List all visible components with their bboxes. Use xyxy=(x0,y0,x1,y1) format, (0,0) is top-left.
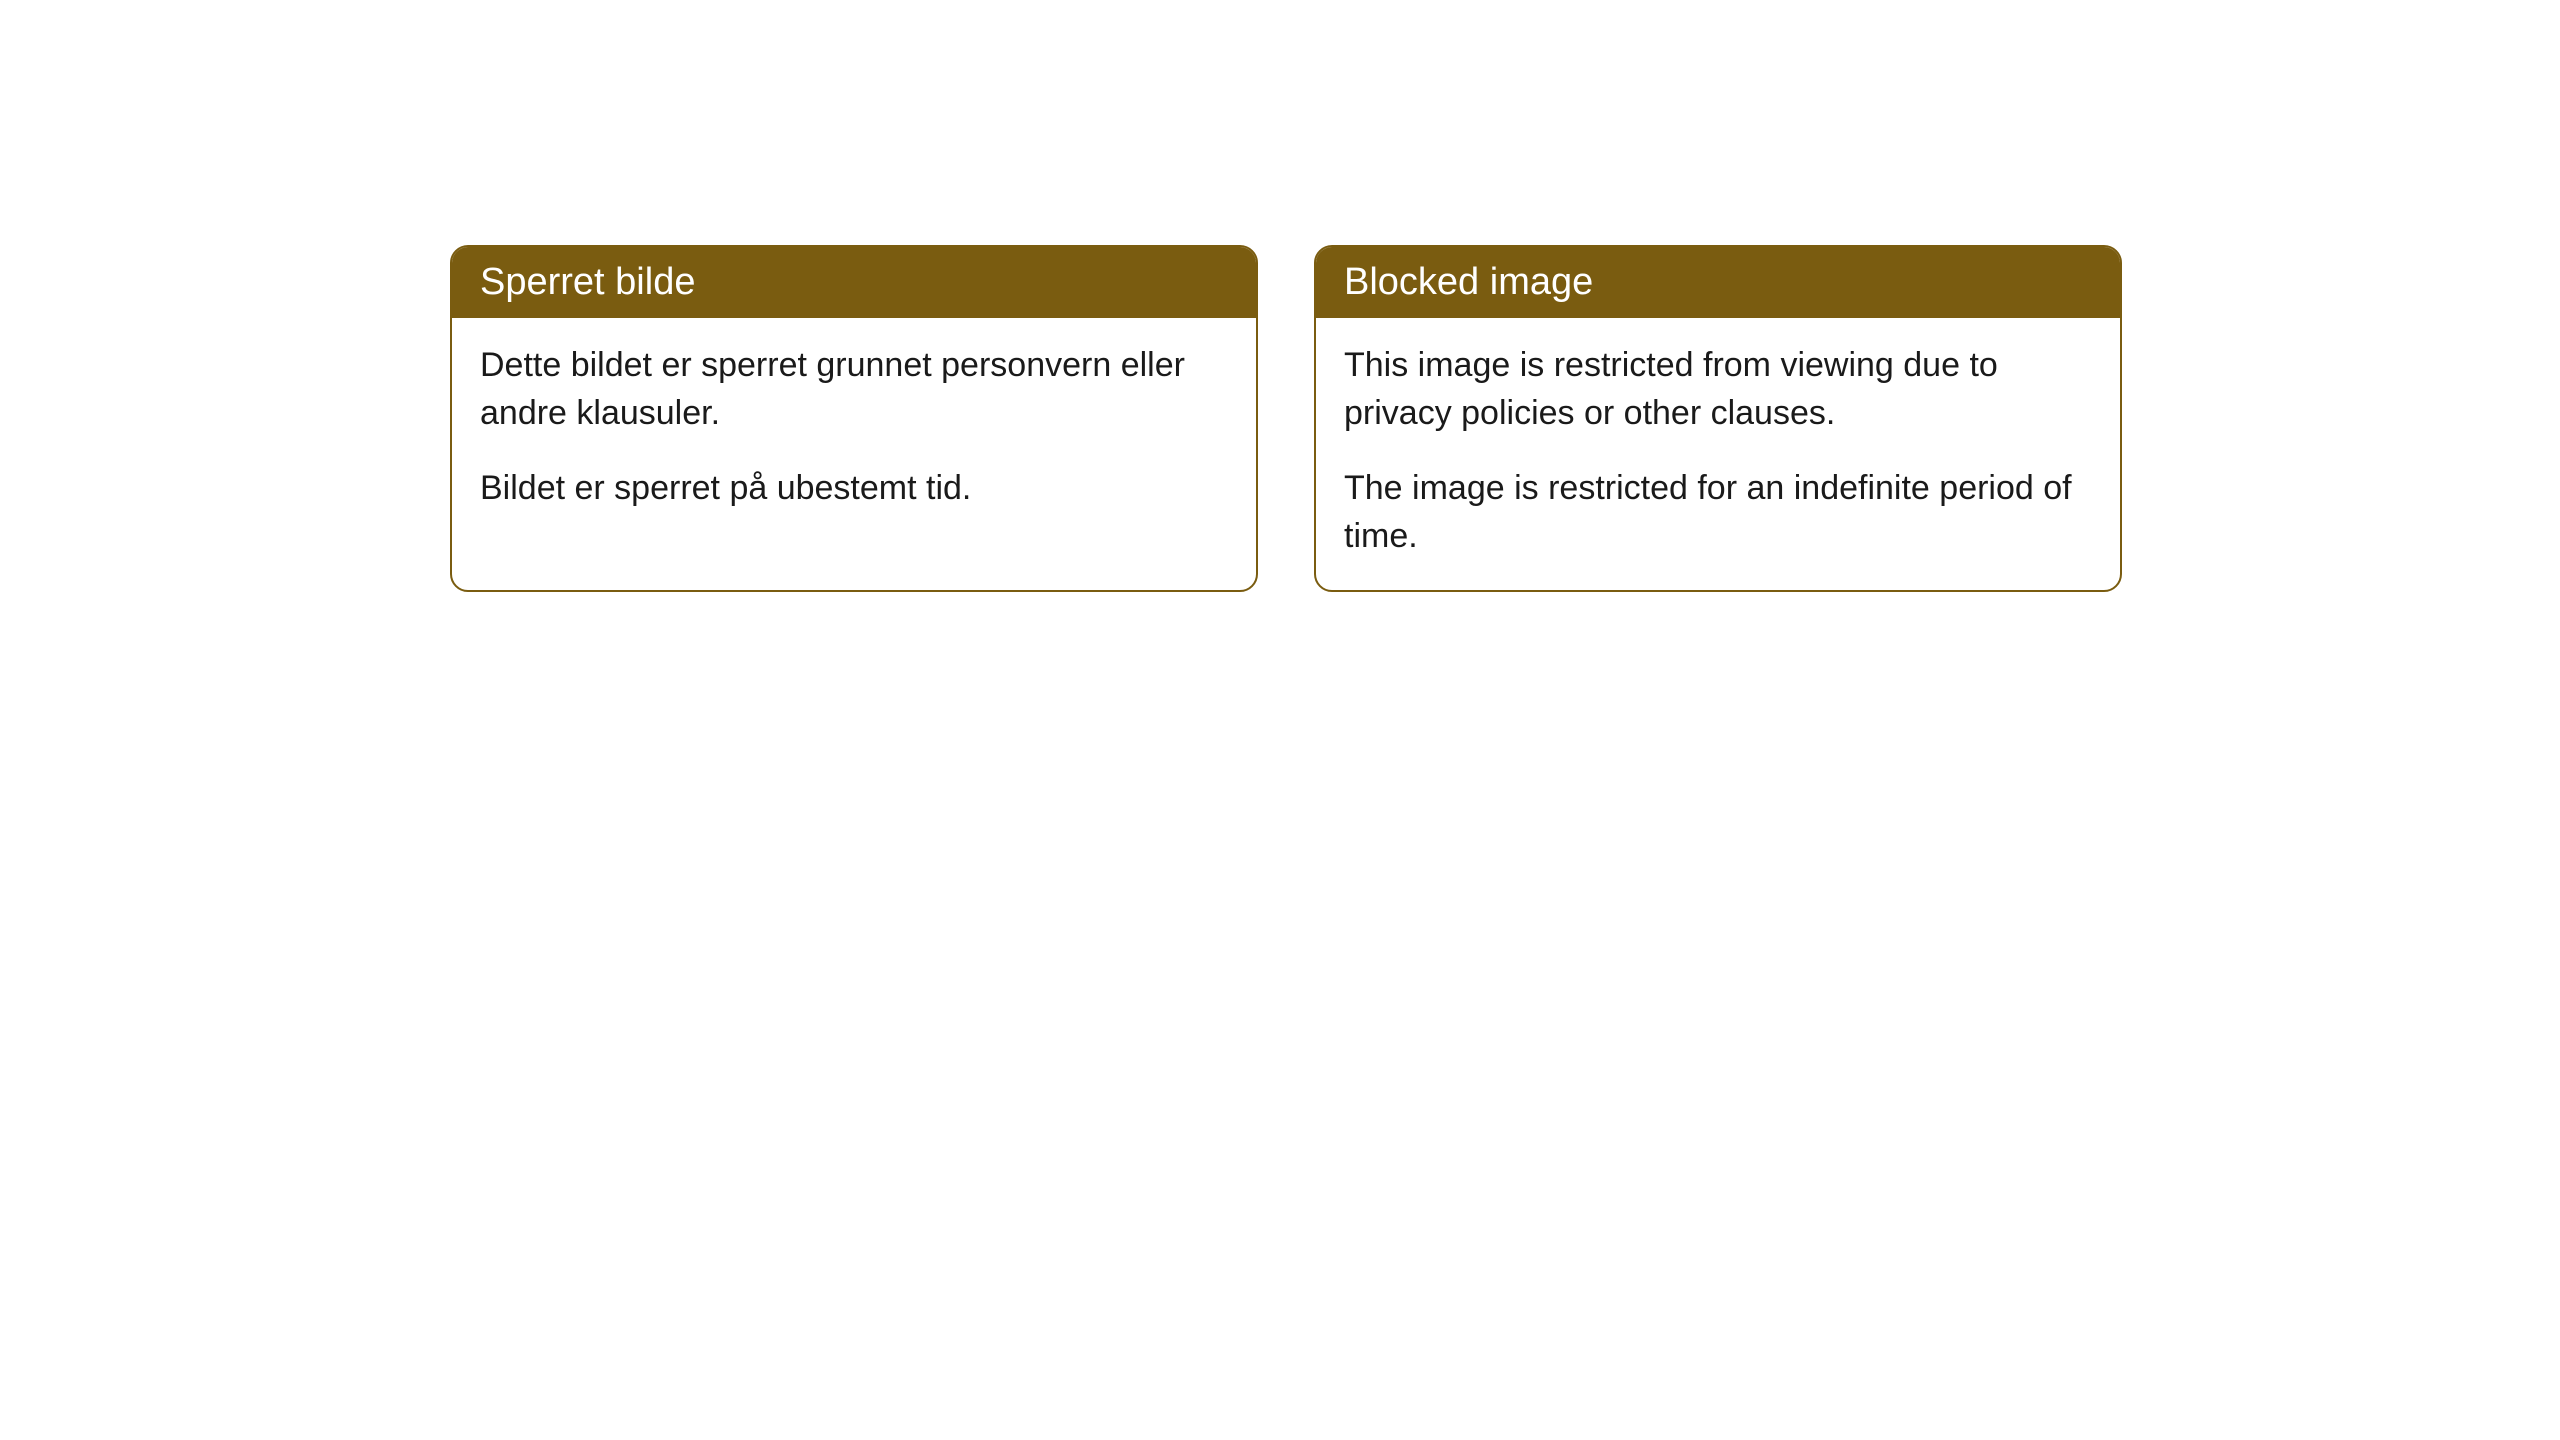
info-cards-container: Sperret bilde Dette bildet er sperret gr… xyxy=(450,245,2122,592)
card-paragraph: Dette bildet er sperret grunnet personve… xyxy=(480,342,1228,437)
card-header: Blocked image xyxy=(1316,247,2120,318)
card-body: This image is restricted from viewing du… xyxy=(1316,318,2120,590)
card-title: Blocked image xyxy=(1344,261,1593,303)
card-paragraph: Bildet er sperret på ubestemt tid. xyxy=(480,465,1228,513)
card-paragraph: This image is restricted from viewing du… xyxy=(1344,342,2092,437)
card-body: Dette bildet er sperret grunnet personve… xyxy=(452,318,1256,543)
card-title: Sperret bilde xyxy=(480,261,695,303)
card-paragraph: The image is restricted for an indefinit… xyxy=(1344,465,2092,560)
blocked-image-card-english: Blocked image This image is restricted f… xyxy=(1314,245,2122,592)
blocked-image-card-norwegian: Sperret bilde Dette bildet er sperret gr… xyxy=(450,245,1258,592)
card-header: Sperret bilde xyxy=(452,247,1256,318)
